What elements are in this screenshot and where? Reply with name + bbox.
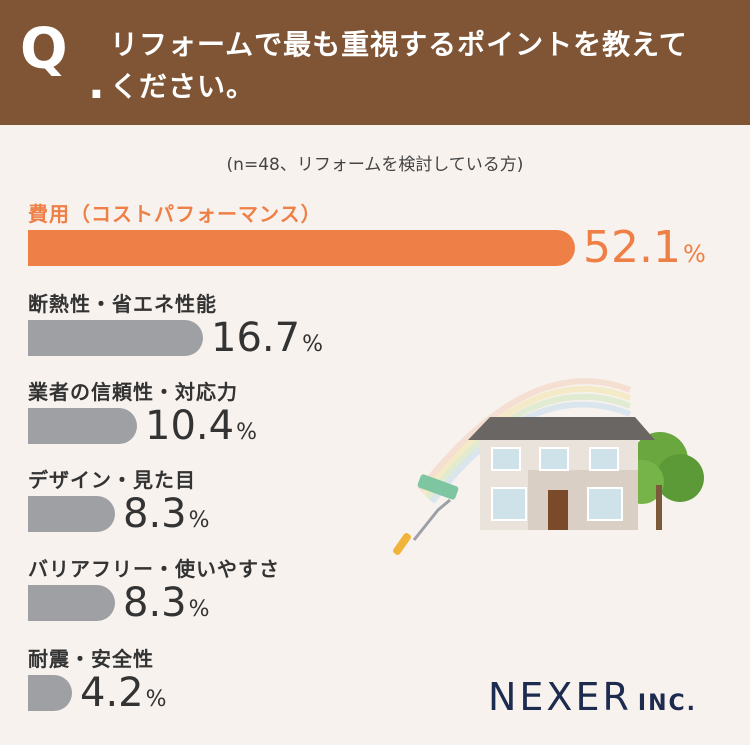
- category-label: 業者の信頼性・対応力: [28, 380, 238, 404]
- category-label: デザイン・見た目: [28, 468, 196, 492]
- bar: [28, 320, 203, 356]
- percent-sign: %: [236, 420, 257, 445]
- bar: [28, 585, 115, 621]
- category-label: バリアフリー・使いやすさ: [28, 557, 280, 581]
- value-label: 8.3%: [123, 494, 210, 534]
- category-label: 断熱性・省エネ性能: [28, 292, 217, 316]
- bar: [28, 496, 115, 532]
- value-label: 16.7%: [211, 318, 323, 358]
- value-label: 4.2%: [80, 673, 167, 713]
- value-number: 16.7: [211, 315, 301, 361]
- question-text: リフォームで最も重視するポイントを教えて ください。: [110, 24, 730, 108]
- nexer-logo: NEXER INC.: [488, 675, 697, 719]
- bar: [28, 675, 72, 711]
- value-number: 4.2: [80, 670, 144, 716]
- bar: [28, 230, 575, 266]
- bar: [28, 408, 137, 444]
- sample-size-note: (n=48、リフォームを検討している方): [226, 155, 524, 175]
- question-line-1: リフォームで最も重視するポイントを教えて: [110, 28, 688, 61]
- value-label: 52.1%: [583, 226, 706, 270]
- paint-roller-icon: [393, 474, 459, 555]
- question-header: Q . リフォームで最も重視するポイントを教えて ください。: [0, 0, 750, 125]
- percent-sign: %: [302, 332, 323, 357]
- logo-suffix: INC.: [637, 691, 697, 716]
- question-line-2: ください。: [110, 70, 256, 103]
- value-number: 8.3: [123, 580, 187, 626]
- value-label: 10.4%: [145, 406, 257, 446]
- value-number: 52.1: [583, 222, 681, 273]
- tree-icon: [620, 432, 704, 530]
- logo-name: NEXER: [488, 675, 632, 719]
- value-number: 10.4: [145, 403, 235, 449]
- q-dot: .: [88, 58, 105, 109]
- value-label: 8.3%: [123, 583, 210, 623]
- percent-sign: %: [188, 597, 210, 622]
- q-mark: Q: [20, 17, 68, 82]
- percent-sign: %: [188, 508, 210, 533]
- category-label: 費用（コストパフォーマンス）: [28, 202, 322, 226]
- category-label: 耐震・安全性: [28, 647, 154, 671]
- percent-sign: %: [682, 240, 706, 268]
- house-illustration: [393, 378, 704, 555]
- value-number: 8.3: [123, 491, 187, 537]
- percent-sign: %: [145, 687, 167, 712]
